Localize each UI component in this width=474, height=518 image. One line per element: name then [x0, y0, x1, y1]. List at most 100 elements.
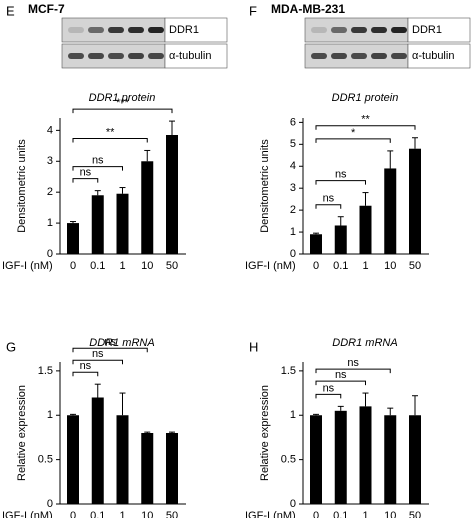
- significance-label: ns: [92, 348, 104, 360]
- blot-band: [371, 53, 387, 59]
- blot-label: α-tubulin: [412, 50, 454, 62]
- bar: [359, 406, 372, 504]
- y-tick-label: 0: [47, 498, 53, 510]
- blot-band: [331, 27, 347, 33]
- significance-label: ns: [347, 357, 359, 369]
- significance-bracket: [72, 166, 123, 171]
- bar: [384, 415, 397, 504]
- x-tick-label: 50: [166, 510, 178, 518]
- y-tick-label: 1.5: [38, 365, 53, 377]
- significance-bracket: [315, 180, 366, 185]
- bar: [116, 193, 129, 254]
- chart-title: DDR1 mRNA: [89, 337, 154, 349]
- y-tick-label: 1: [47, 409, 53, 421]
- bar: [409, 148, 421, 254]
- significance-bracket: [72, 359, 123, 365]
- cell-line: MDA-MB-231: [271, 2, 345, 16]
- significance-label: ns: [335, 369, 347, 381]
- significance-bracket: [315, 125, 416, 130]
- significance-label: *: [351, 127, 356, 139]
- x-tick-label: 50: [409, 510, 421, 518]
- x-tick-label: 0: [70, 260, 76, 272]
- blot-label: DDR1: [412, 24, 442, 36]
- blot-label: α-tubulin: [169, 50, 211, 62]
- blot-band: [371, 27, 387, 33]
- panel-label: H: [249, 339, 258, 354]
- blot-band: [108, 27, 124, 33]
- y-tick-label: 2: [47, 186, 53, 198]
- y-axis-label: Relative expression: [259, 385, 271, 481]
- blot-band: [88, 27, 104, 33]
- bar: [166, 433, 178, 504]
- blot-band: [311, 27, 327, 33]
- chart-title: DDR1 protein: [89, 92, 156, 104]
- y-tick-label: 4: [47, 124, 53, 136]
- y-tick-label: 3: [290, 182, 296, 194]
- chart-title: DDR1 protein: [332, 92, 399, 104]
- x-axis-label: IGF-I (nM): [245, 510, 296, 518]
- y-axis-label: Densitometric units: [16, 139, 28, 233]
- x-tick-label: 10: [384, 260, 396, 272]
- y-tick-label: 1: [290, 409, 296, 421]
- bar: [334, 410, 347, 504]
- significance-label: ns: [323, 382, 335, 394]
- bar: [67, 415, 79, 504]
- x-tick-label: 1: [362, 260, 368, 272]
- significance-label: ns: [92, 155, 104, 167]
- significance-bracket: [72, 108, 173, 114]
- significance-label: ***: [116, 97, 130, 109]
- bar: [91, 195, 104, 254]
- blot-band: [148, 27, 164, 33]
- x-tick-label: 0: [70, 510, 76, 518]
- blot-band: [148, 53, 164, 59]
- panel-label: E: [6, 3, 15, 18]
- blot-band: [391, 53, 407, 59]
- blot-label-box: [164, 17, 228, 43]
- x-axis-label: IGF-I (nM): [245, 260, 296, 272]
- blot-band: [108, 53, 124, 59]
- bar: [384, 168, 397, 254]
- y-tick-label: 1: [290, 226, 296, 238]
- cell-line: MCF-7: [28, 2, 65, 16]
- blot-label-box: [407, 17, 471, 43]
- bar: [91, 397, 104, 504]
- significance-bracket: [72, 347, 148, 353]
- significance-label: **: [106, 126, 115, 138]
- x-tick-label: 1: [362, 510, 368, 518]
- y-tick-label: 1.5: [281, 365, 296, 377]
- significance-bracket: [315, 393, 342, 399]
- blot-band: [68, 27, 84, 33]
- blot-label-box: [164, 43, 228, 69]
- significance-bracket: [72, 178, 99, 183]
- x-tick-label: 1: [119, 510, 125, 518]
- y-tick-label: 1: [47, 217, 53, 229]
- significance-bracket: [315, 138, 391, 143]
- x-tick-label: 50: [409, 260, 421, 272]
- significance-label: ns: [335, 168, 347, 180]
- y-tick-label: 0: [47, 248, 53, 260]
- x-tick-label: 1: [119, 260, 125, 272]
- significance-label: ns: [80, 167, 92, 179]
- significance-bracket: [315, 368, 391, 374]
- x-tick-label: 0.1: [333, 260, 348, 272]
- blot-label-box: [407, 43, 471, 69]
- blot-band: [128, 53, 144, 59]
- chart-title: DDR1 mRNA: [332, 337, 397, 349]
- x-tick-label: 0.1: [333, 510, 348, 518]
- blot-label: DDR1: [169, 24, 199, 36]
- blot-band: [88, 53, 104, 59]
- y-tick-label: 0.5: [281, 454, 296, 466]
- x-axis-label: IGF-I (nM): [2, 260, 53, 272]
- y-tick-label: 6: [290, 116, 296, 128]
- y-tick-label: 3: [47, 155, 53, 167]
- blot-band: [311, 53, 327, 59]
- significance-label: ns: [80, 360, 92, 372]
- bar: [359, 205, 372, 254]
- bar: [409, 415, 421, 504]
- bar: [67, 223, 79, 254]
- y-tick-label: 4: [290, 160, 296, 172]
- bar: [116, 415, 129, 504]
- x-tick-label: 10: [141, 510, 153, 518]
